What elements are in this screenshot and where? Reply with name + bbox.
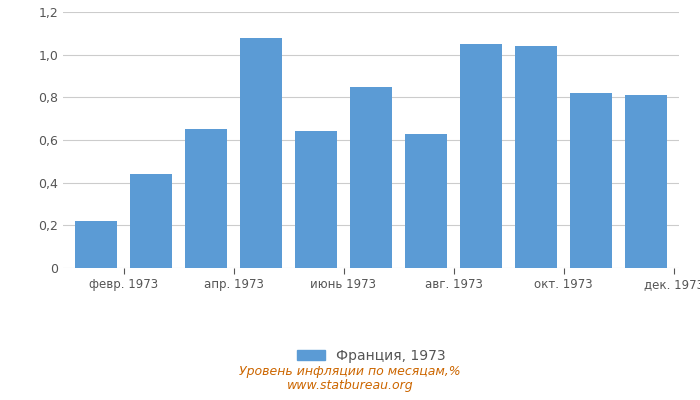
Bar (625, 95, 666, 268)
Bar (515, 46, 557, 268)
Bar (295, 132, 337, 268)
Bar (76, 221, 117, 268)
Bar (240, 38, 281, 268)
Bar (130, 174, 172, 268)
Bar (186, 129, 227, 268)
Bar (570, 93, 612, 268)
Text: Уровень инфляции по месяцам,%: Уровень инфляции по месяцам,% (239, 366, 461, 378)
Bar (461, 44, 502, 268)
Text: www.statbureau.org: www.statbureau.org (287, 380, 413, 392)
Bar (405, 134, 447, 268)
Bar (351, 87, 391, 268)
Legend: Франция, 1973: Франция, 1973 (291, 344, 451, 368)
